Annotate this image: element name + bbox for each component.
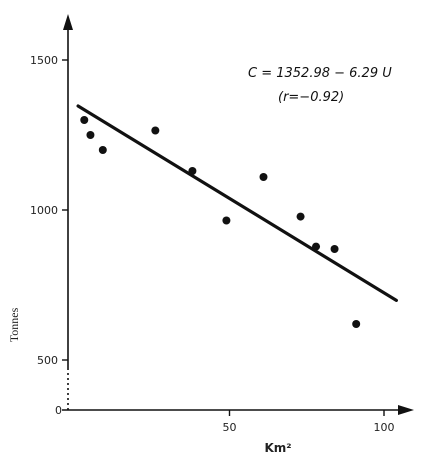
- data-point: [151, 126, 160, 135]
- data-point: [352, 320, 361, 328]
- x-axis-label: Km²: [264, 441, 291, 455]
- y-tick-label: 1500: [30, 54, 58, 67]
- tick-labels: 500 1000 1500 0 50 100: [30, 54, 395, 434]
- correlation-annotation: (r=−0.92): [278, 90, 344, 105]
- origin-label: 0: [55, 404, 62, 417]
- data-points: [80, 116, 361, 328]
- data-point: [86, 131, 95, 139]
- equation-annotation: C = 1352.98 − 6.29 U: [248, 66, 392, 81]
- data-point: [296, 212, 305, 221]
- regression-line: [76, 104, 398, 302]
- x-tick-label: 50: [223, 421, 237, 434]
- x-tick-label: 100: [374, 421, 395, 434]
- data-point: [98, 146, 107, 154]
- y-axis-arrow-icon: [63, 14, 73, 30]
- data-point: [222, 216, 231, 225]
- y-tick-label: 1000: [30, 204, 58, 217]
- data-point: [312, 242, 321, 251]
- data-point: [259, 173, 268, 181]
- x-axis-arrow-icon: [398, 405, 414, 415]
- data-point: [330, 245, 339, 253]
- y-tick-label: 500: [37, 354, 58, 367]
- axes: [62, 14, 414, 415]
- data-point: [188, 167, 197, 175]
- data-point: [80, 116, 89, 124]
- ticks: [62, 59, 385, 416]
- y-axis-label: Tonnes: [7, 307, 21, 342]
